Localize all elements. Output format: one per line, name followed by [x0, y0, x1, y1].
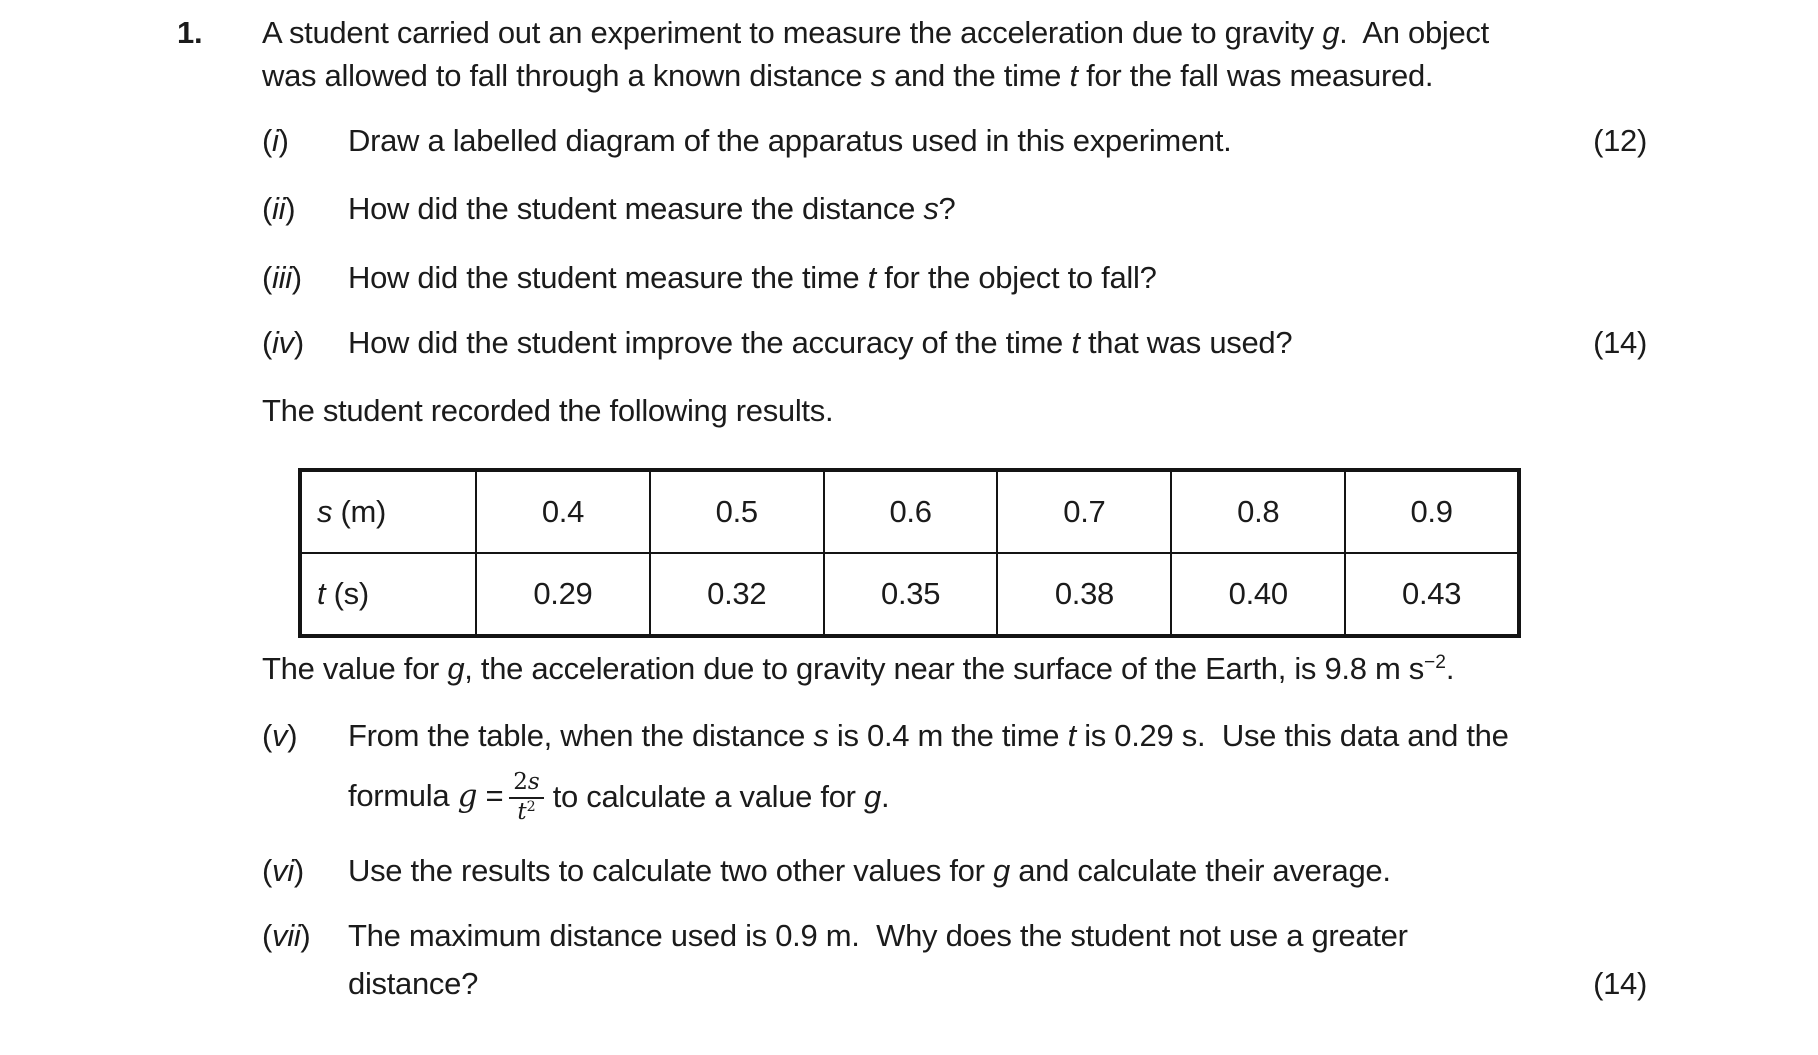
results-table: s (m) 0.4 0.5 0.6 0.7 0.8 0.9 t (s) 0.29…	[298, 468, 1521, 638]
g-value-statement: The value for g, the acceleration due to…	[262, 651, 1455, 686]
question-number: 1.	[177, 15, 203, 50]
cell-t-2: 0.35	[822, 552, 999, 637]
row-header-s: s (m)	[299, 469, 477, 554]
part-vii-label: (vii)	[262, 918, 311, 953]
table-row-t: t (s) 0.29 0.32 0.35 0.38 0.40 0.43	[299, 552, 1520, 637]
part-vi-label: (vi)	[262, 853, 304, 888]
cell-s-3: 0.7	[996, 469, 1173, 554]
part-vii-text-line1: The maximum distance used is 0.9 m. Why …	[348, 918, 1408, 953]
part-vi-text: Use the results to calculate two other v…	[348, 853, 1391, 888]
cell-s-5: 0.9	[1344, 469, 1520, 554]
row-header-t: t (s)	[299, 552, 477, 637]
formula-suffix: to calculate a value for g.	[552, 778, 890, 814]
results-intro: The student recorded the following resul…	[262, 393, 834, 428]
cell-t-3: 0.38	[996, 552, 1173, 637]
part-iv-text: How did the student improve the accuracy…	[348, 325, 1293, 360]
intro-line-2: was allowed to fall through a known dist…	[262, 58, 1434, 93]
part-v-label: (v)	[262, 718, 298, 753]
cell-t-0: 0.29	[475, 552, 651, 637]
part-vii-text-line2: distance?	[348, 966, 479, 1001]
part-iii-text: How did the student measure the time t f…	[348, 260, 1157, 295]
part-v-text: From the table, when the distance s is 0…	[348, 718, 1509, 753]
part-i-text: Draw a labelled diagram of the apparatus…	[348, 123, 1232, 158]
table-row-s: s (m) 0.4 0.5 0.6 0.7 0.8 0.9	[299, 469, 1520, 554]
intro-line-1: A student carried out an experiment to m…	[262, 15, 1489, 50]
part-iv-label: (iv)	[262, 325, 304, 360]
cell-s-0: 0.4	[475, 469, 651, 554]
fraction-denominator: t2	[517, 799, 536, 825]
cell-t-1: 0.32	[648, 552, 825, 637]
cell-t-5: 0.43	[1344, 552, 1520, 637]
marks-part-i: (12)	[1593, 123, 1647, 158]
cell-s-2: 0.6	[822, 469, 999, 554]
cell-s-4: 0.8	[1170, 469, 1347, 554]
formula-fraction: 2s t2	[509, 769, 544, 826]
formula-prefix: formula g =	[348, 778, 504, 814]
cell-t-4: 0.40	[1170, 552, 1347, 637]
part-v-formula-line: formula g = 2s t2 to calculate a value f…	[348, 766, 890, 826]
marks-part-vii: (14)	[1593, 966, 1647, 1001]
part-iii-label: (iii)	[262, 260, 302, 295]
part-ii-text: How did the student measure the distance…	[348, 191, 956, 226]
fraction-numerator: 2s	[509, 769, 544, 799]
part-i-label: (i)	[262, 123, 289, 158]
marks-part-iv: (14)	[1593, 325, 1647, 360]
cell-s-1: 0.5	[648, 469, 825, 554]
part-ii-label: (ii)	[262, 191, 296, 226]
